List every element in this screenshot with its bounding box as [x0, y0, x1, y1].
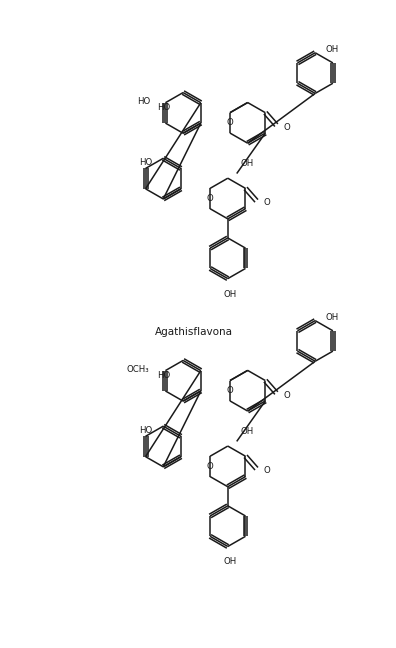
Text: HO: HO	[157, 103, 170, 112]
Text: HO: HO	[157, 371, 170, 380]
Text: Agathisflavona: Agathisflavona	[155, 327, 233, 337]
Text: O: O	[227, 386, 233, 395]
Text: O: O	[207, 194, 213, 203]
Text: O: O	[284, 122, 290, 132]
Text: O: O	[227, 118, 233, 127]
Text: OH: OH	[241, 427, 254, 436]
Text: OH: OH	[223, 290, 236, 299]
Text: OH: OH	[241, 159, 254, 168]
Text: O: O	[207, 462, 213, 470]
Text: OH: OH	[325, 313, 338, 322]
Text: OH: OH	[325, 45, 338, 54]
Text: OH: OH	[223, 557, 236, 566]
Text: O: O	[264, 198, 270, 207]
Text: HO: HO	[137, 97, 150, 106]
Text: HO: HO	[139, 157, 152, 167]
Text: HO: HO	[139, 426, 152, 435]
Text: O: O	[284, 391, 290, 400]
Text: OCH₃: OCH₃	[126, 365, 149, 375]
Text: O: O	[264, 466, 270, 475]
